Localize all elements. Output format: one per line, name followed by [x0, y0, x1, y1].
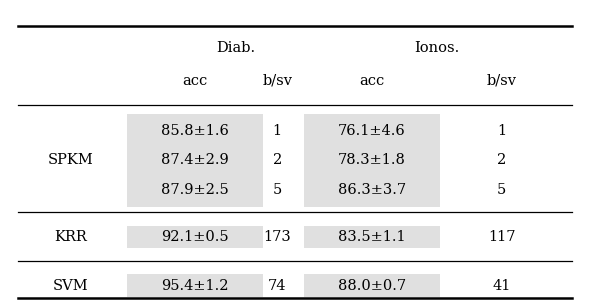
Text: KRR: KRR — [54, 230, 87, 244]
Text: 173: 173 — [263, 230, 291, 244]
Text: 76.1±4.6: 76.1±4.6 — [338, 124, 405, 137]
Text: SPKM: SPKM — [48, 154, 94, 167]
Text: 5: 5 — [273, 184, 282, 197]
Text: SVM: SVM — [53, 279, 88, 292]
Text: 78.3±1.8: 78.3±1.8 — [337, 154, 406, 167]
Text: 83.5±1.1: 83.5±1.1 — [338, 230, 405, 244]
Text: b/sv: b/sv — [487, 74, 516, 88]
Text: 85.8±1.6: 85.8±1.6 — [160, 124, 229, 137]
Text: acc: acc — [359, 74, 384, 88]
Text: 41: 41 — [492, 279, 511, 292]
Text: Ionos.: Ionos. — [414, 41, 459, 55]
Bar — [304, 114, 440, 207]
Bar — [127, 274, 263, 297]
Text: 74: 74 — [268, 279, 287, 292]
Bar — [127, 114, 263, 207]
Text: 2: 2 — [497, 154, 506, 167]
Text: b/sv: b/sv — [263, 74, 292, 88]
Text: 86.3±3.7: 86.3±3.7 — [337, 184, 406, 197]
Text: 2: 2 — [273, 154, 282, 167]
Text: acc: acc — [182, 74, 207, 88]
Bar — [304, 274, 440, 297]
Bar — [304, 226, 440, 248]
Text: 117: 117 — [488, 230, 515, 244]
Bar — [127, 226, 263, 248]
Text: 92.1±0.5: 92.1±0.5 — [161, 230, 228, 244]
Text: Diab.: Diab. — [217, 41, 255, 55]
Text: 87.4±2.9: 87.4±2.9 — [161, 154, 228, 167]
Text: 1: 1 — [497, 124, 506, 137]
Text: 95.4±1.2: 95.4±1.2 — [161, 279, 228, 292]
Text: 88.0±0.7: 88.0±0.7 — [337, 279, 406, 292]
Text: 5: 5 — [497, 184, 506, 197]
Text: 1: 1 — [273, 124, 282, 137]
Text: 87.9±2.5: 87.9±2.5 — [161, 184, 228, 197]
